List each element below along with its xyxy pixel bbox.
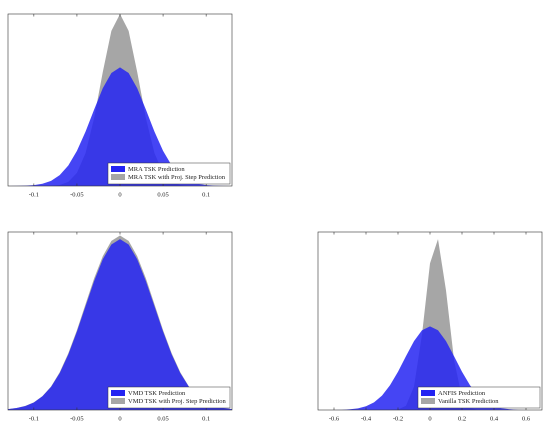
density-area — [8, 67, 232, 186]
legend-swatch — [111, 398, 125, 404]
panel: -0.6 -0.4 -0.2 0 0.2 0.4 0.6 ANFIS PredictionVa… — [317, 231, 543, 421]
x-tick-label: 0.1 — [202, 191, 210, 198]
x-tick-label: -0.4 — [361, 415, 372, 421]
x-tick-label: 0.05 — [157, 415, 168, 421]
x-tick-label: 0.6 — [522, 415, 531, 421]
density-area — [318, 239, 542, 410]
legend-swatch — [421, 390, 435, 396]
density-area — [8, 239, 232, 410]
x-tick-label: 0 — [428, 415, 431, 421]
legend-box — [417, 386, 541, 409]
legend-swatch — [111, 390, 125, 396]
legend-label: VMD TSK Prediction — [128, 390, 186, 397]
legend-box — [107, 162, 231, 185]
legend-swatch — [111, 166, 125, 172]
x-tick-label: 0.1 — [202, 415, 210, 421]
legend-label: VMD TSK with Proj. Step Prediction — [128, 398, 226, 405]
x-tick-label: -0.2 — [393, 415, 403, 421]
x-tick-label: -0.1 — [29, 191, 39, 198]
legend-label: MRA TSK with Proj. Step Prediction — [128, 174, 226, 181]
x-tick-label: -0.05 — [70, 191, 84, 198]
x-tick-label: 0.2 — [458, 415, 466, 421]
x-tick-label: 0.4 — [490, 415, 499, 421]
x-tick-label: -0.1 — [29, 415, 39, 421]
legend-swatch — [421, 398, 435, 404]
legend-swatch — [111, 174, 125, 180]
x-tick-label: 0.05 — [157, 191, 168, 198]
x-tick-label: 0 — [118, 191, 121, 198]
x-tick-label: -0.05 — [70, 415, 84, 421]
x-tick-label: 0 — [118, 415, 121, 421]
legend-label: Vanilla TSK Prediction — [438, 398, 499, 405]
legend-box — [107, 386, 231, 409]
legend-label: MRA TSK Prediction — [128, 166, 185, 173]
density-area — [318, 326, 542, 410]
x-tick-label: -0.6 — [329, 415, 340, 421]
legend-label: ANFIS Prediction — [438, 390, 486, 397]
